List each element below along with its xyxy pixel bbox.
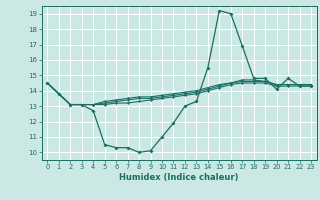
X-axis label: Humidex (Indice chaleur): Humidex (Indice chaleur) <box>119 173 239 182</box>
